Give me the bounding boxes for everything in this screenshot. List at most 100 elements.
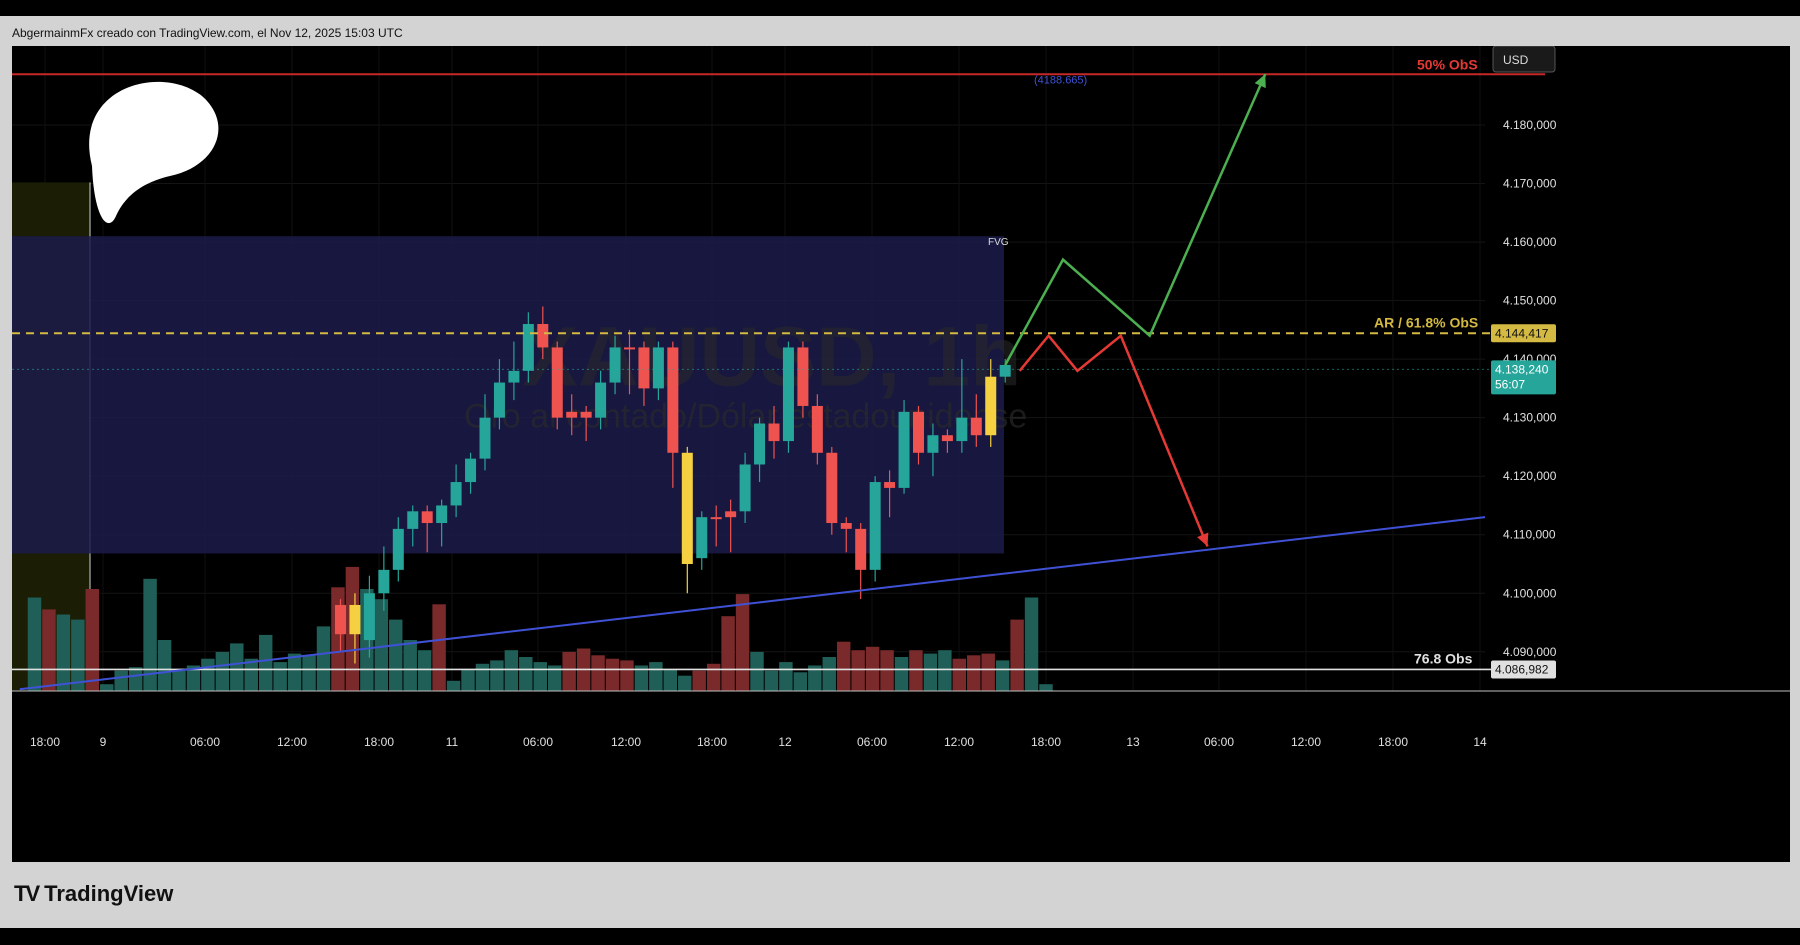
fvg-label: FVG: [988, 237, 1009, 248]
candle-body-20: [624, 347, 635, 350]
volume-bar-40: [605, 658, 620, 691]
volume-bar-69: [1024, 597, 1039, 691]
candle-body-12: [508, 370, 520, 383]
volume-bar-2: [56, 614, 71, 691]
candle-body-15: [551, 347, 563, 418]
volume-bar-55: [822, 657, 836, 691]
bottom-bar: [0, 928, 1800, 945]
volume-bar-41: [620, 660, 634, 691]
volume-bar-59: [880, 650, 894, 691]
candle-body-17: [580, 411, 592, 418]
volume-bar-12: [201, 658, 215, 691]
volume-bar-25: [389, 619, 403, 691]
volume-bar-64: [952, 658, 967, 691]
volume-bar-13: [215, 651, 230, 691]
candle-body-32: [797, 347, 809, 406]
candle-body-31: [782, 347, 794, 442]
candle-body-41: [927, 435, 939, 453]
candle-body-36: [855, 528, 867, 570]
volume-bar-39: [591, 655, 605, 691]
volume-bar-33: [504, 650, 519, 691]
time-label-12: 18:00: [1031, 735, 1061, 749]
volume-bar-19: [302, 655, 316, 691]
volume-bar-61: [909, 650, 923, 691]
volume-bar-11: [186, 665, 201, 691]
candle-body-1: [349, 604, 361, 635]
time-label-2: 06:00: [190, 735, 220, 749]
current-price-tag-text: 4.138,240: [1495, 362, 1549, 376]
candle-body-22: [652, 347, 664, 389]
time-label-15: 12:00: [1291, 735, 1321, 749]
candle-body-28: [739, 464, 751, 512]
volume-bar-47: [706, 663, 721, 691]
volume-bar-62: [923, 653, 938, 691]
volume-bar-0: [27, 597, 42, 691]
volume-bar-27: [417, 650, 432, 691]
candle-body-5: [407, 511, 419, 529]
candle-body-24: [681, 452, 693, 564]
candle-body-45: [985, 376, 997, 436]
volume-bar-57: [851, 650, 865, 691]
candle-body-34: [826, 452, 838, 524]
volume-bar-17: [273, 662, 287, 691]
time-label-16: 18:00: [1378, 735, 1408, 749]
time-label-3: 12:00: [277, 735, 307, 749]
time-label-1: 9: [100, 735, 107, 749]
price-axis: 4.180,0004.170,0004.160,0004.150,0004.14…: [1503, 118, 1557, 659]
time-label-10: 06:00: [857, 735, 887, 749]
volume-bar-21: [331, 587, 345, 691]
volume-bar-30: [461, 668, 475, 691]
green-arrowhead: [1254, 74, 1266, 89]
candle-body-38: [884, 482, 896, 488]
candle-body-4: [392, 528, 404, 570]
candle-body-7: [436, 505, 448, 524]
time-label-14: 06:00: [1204, 735, 1234, 749]
volume-bar-60: [894, 657, 909, 691]
candle-body-30: [768, 423, 780, 442]
volume-bar-1: [42, 609, 56, 691]
candles: [335, 306, 1011, 664]
candle-body-8: [450, 482, 462, 506]
volume-bar-45: [678, 675, 692, 691]
time-label-13: 13: [1126, 735, 1140, 749]
volume-bar-54: [808, 665, 822, 691]
white-blob-overlay: [89, 81, 219, 224]
volume-bar-37: [562, 651, 576, 691]
volume-bar-15: [244, 658, 258, 691]
volume-bar-42: [634, 665, 649, 691]
volume-bar-5: [100, 684, 114, 691]
time-label-9: 12: [778, 735, 792, 749]
price-label-8: 4.100,000: [1503, 586, 1557, 600]
chart-panel[interactable]: FVG XAUUSD, 1h Oro al contado/Dólar esta…: [12, 45, 1790, 862]
tradingview-wordmark: TradingView: [44, 881, 174, 906]
red-projection: [1018, 333, 1209, 547]
volume-bar-65: [967, 655, 981, 691]
tradingview-logo[interactable]: TV TradingView: [14, 881, 173, 907]
obs50-value: (4188.665): [1034, 74, 1087, 86]
candle-body-26: [710, 517, 722, 520]
volume-bar-26: [403, 640, 417, 691]
volume-bar-10: [172, 670, 186, 691]
candlestick-chart[interactable]: FVG XAUUSD, 1h Oro al contado/Dólar esta…: [12, 45, 1790, 862]
candle-body-16: [566, 411, 578, 418]
volume-bar-68: [1010, 619, 1024, 691]
volume-bar-50: [750, 651, 764, 691]
time-label-8: 18:00: [697, 735, 727, 749]
price-label-5: 4.130,000: [1503, 411, 1557, 425]
ar-label: AR / 61.8% ObS: [1374, 314, 1478, 330]
candle-body-40: [913, 411, 924, 453]
candle-body-25: [696, 517, 708, 559]
volume-bar-31: [475, 663, 490, 691]
ar-price-tag-text: 4.144,417: [1495, 326, 1549, 340]
tradingview-mark-icon: TV: [14, 881, 40, 906]
candle-body-37: [869, 482, 881, 570]
volume-bar-44: [663, 668, 678, 691]
current-price-tag: 4.138,240 56:07: [1491, 360, 1556, 395]
volume-bar-20: [316, 626, 331, 691]
time-label-4: 18:00: [364, 735, 394, 749]
volume-bar-18: [287, 653, 302, 691]
volume-bar-24: [374, 599, 389, 691]
currency-badge[interactable]: USD: [1492, 45, 1556, 73]
price-label-7: 4.110,000: [1503, 528, 1556, 542]
time-label-6: 06:00: [523, 735, 553, 749]
